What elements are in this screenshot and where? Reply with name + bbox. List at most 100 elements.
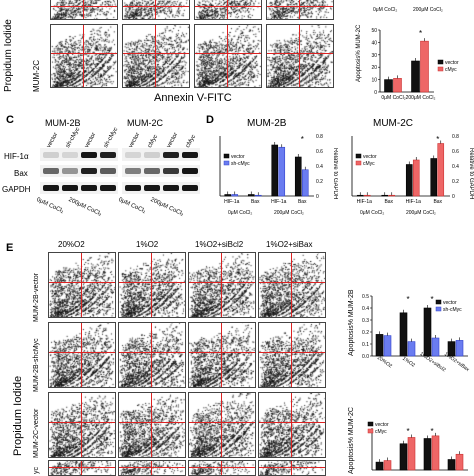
right-y-tick-label: 0.2: [452, 179, 459, 185]
panelC-2c-band: [163, 185, 179, 191]
panelC-2b-row-3: [40, 182, 118, 194]
condition-label: 200μM CoCl₂: [406, 210, 436, 216]
bar-sh-cMyc-3: [431, 337, 440, 357]
scatter-dots: [195, 25, 261, 87]
bar-cMyc-3: [412, 159, 420, 197]
panelC-lane-2b-3: vector: [84, 131, 98, 149]
scatter-dots: [49, 323, 115, 387]
quadrant-vline: [82, 25, 84, 87]
bar-vector-4: [294, 156, 302, 197]
panelE-flow-r3-c3: [188, 392, 256, 458]
quadrant-vline: [154, 0, 156, 19]
quadrant-vline: [150, 253, 152, 317]
panelC-2c-band: [163, 168, 179, 174]
panelC-condition-2: 200μM CoCl₂: [67, 197, 103, 218]
x-tick-label: HIF-1a: [357, 199, 373, 205]
quadrant-vline: [80, 253, 82, 317]
quadrant-hline: [259, 351, 325, 353]
quadrant-vline: [290, 323, 292, 387]
bar-cMyc-2: [420, 40, 429, 93]
legend-swatch: [437, 66, 444, 72]
quadrant-vline: [290, 253, 292, 317]
bar-vector-1: [356, 194, 364, 197]
panelE-row-3: MUM-2C-vector: [33, 408, 40, 458]
panelC-row-bax: Bax: [14, 169, 28, 178]
panelD-title-2c: MUM-2C: [373, 118, 413, 129]
panelE-flow-r1-c1: [48, 252, 116, 318]
scatter-dots: [51, 0, 117, 19]
y-tick-label: 0.4: [362, 306, 369, 312]
bar-sh-cMyc-4: [455, 340, 464, 357]
panelE-col-3: 1%O2+siBcl2: [195, 240, 244, 249]
quadrant-hline: [267, 52, 333, 54]
quadrant-vline: [82, 0, 84, 19]
quadrant-hline: [195, 52, 261, 54]
bar-sh-cMyc-3: [278, 146, 286, 197]
quadrant-vline: [220, 393, 222, 457]
panelE-flow-r1-c2: [118, 252, 186, 318]
panelE-col-4: 1%O2+siBax: [266, 240, 313, 249]
quadrant-hline: [195, 5, 261, 7]
y-tick-label: 10: [371, 78, 377, 84]
panelC-2b-band: [62, 185, 78, 191]
bar-cMyc-2: [388, 194, 396, 197]
panelC-2b-band: [43, 185, 59, 191]
legend-swatch: [435, 306, 442, 312]
right-y-tick-label: 0.4: [452, 164, 459, 170]
quadrant-hline: [119, 467, 185, 469]
panelE-flow-r1-c3: [188, 252, 256, 318]
quadrant-hline: [259, 421, 325, 423]
bar-sh-cMyc-1: [383, 335, 392, 357]
panelF-ylabel: Apoptosis% MUM-2B: [348, 289, 355, 356]
legend-label: vector: [363, 154, 377, 160]
quadrant-hline: [49, 467, 115, 469]
quadrant-vline: [150, 393, 152, 457]
x-tick-label: Bax: [298, 199, 307, 205]
quadrant-hline: [259, 281, 325, 283]
panelA-flow-4: [266, 24, 334, 88]
right-y-axis-title: Relative to GAPDH: [332, 148, 338, 199]
panelC-2c-band: [182, 185, 198, 191]
x-tick-label: 0μM CoCl₂: [381, 95, 405, 101]
scatter-dots: [267, 25, 333, 87]
panelC-lane-2c-4: cMyc: [185, 133, 198, 149]
bar-sh-cMyc-2: [254, 194, 262, 197]
panelE-col-1: 20%O2: [58, 240, 85, 249]
quadrant-hline: [49, 421, 115, 423]
panelC-condition-1: 0μM CoCl₂: [35, 197, 65, 215]
panelC-2b-row-2: [40, 165, 118, 177]
panelC-row-hif: HIF-1α: [4, 152, 29, 161]
panelC-2c-band: [125, 168, 141, 174]
panelE-flow-r3-c1: [48, 392, 116, 458]
panelB-top-xtick-2: 200μM CoCl₂: [413, 7, 443, 13]
significance-star: *: [430, 427, 433, 436]
panelE-col-2: 1%O2: [136, 240, 159, 249]
scatter-dots: [49, 393, 115, 457]
legend-swatch: [355, 160, 362, 166]
panelE-ylabel: Propidum Iodide: [12, 375, 24, 456]
bar-cMyc-3: [431, 435, 440, 471]
panelC-lane-2b-2: sh-cMyc: [65, 126, 82, 149]
quadrant-hline: [189, 467, 255, 469]
panelC-2b-band: [81, 185, 97, 191]
bar-cMyc-4: [455, 453, 464, 471]
bar-vector-3: [405, 164, 413, 197]
panelF-ylabel2: Apoptosis% MUM-2C: [348, 407, 355, 474]
panelC-2b-row-1: [40, 148, 118, 161]
y-tick-label: 0.2: [362, 330, 369, 336]
right-y-tick-label: 0.6: [452, 149, 459, 155]
panelC-row-gapdh: GAPDH: [2, 185, 31, 194]
bar-cMyc-4: [437, 143, 445, 197]
significance-star: *: [406, 295, 409, 304]
quadrant-hline: [119, 421, 185, 423]
x-tick-label: HIF-1a: [224, 199, 240, 205]
quadrant-vline: [80, 323, 82, 387]
legend-label: cMyc: [445, 67, 457, 73]
bar-vector-4: [447, 341, 456, 357]
y-tick-label: 0.3: [362, 318, 369, 324]
panelD-title-2b: MUM-2B: [247, 118, 287, 129]
quadrant-hline: [119, 281, 185, 283]
panelE-flow-r2-c4: [258, 322, 326, 388]
right-y-tick-label: 0.8: [316, 134, 323, 140]
